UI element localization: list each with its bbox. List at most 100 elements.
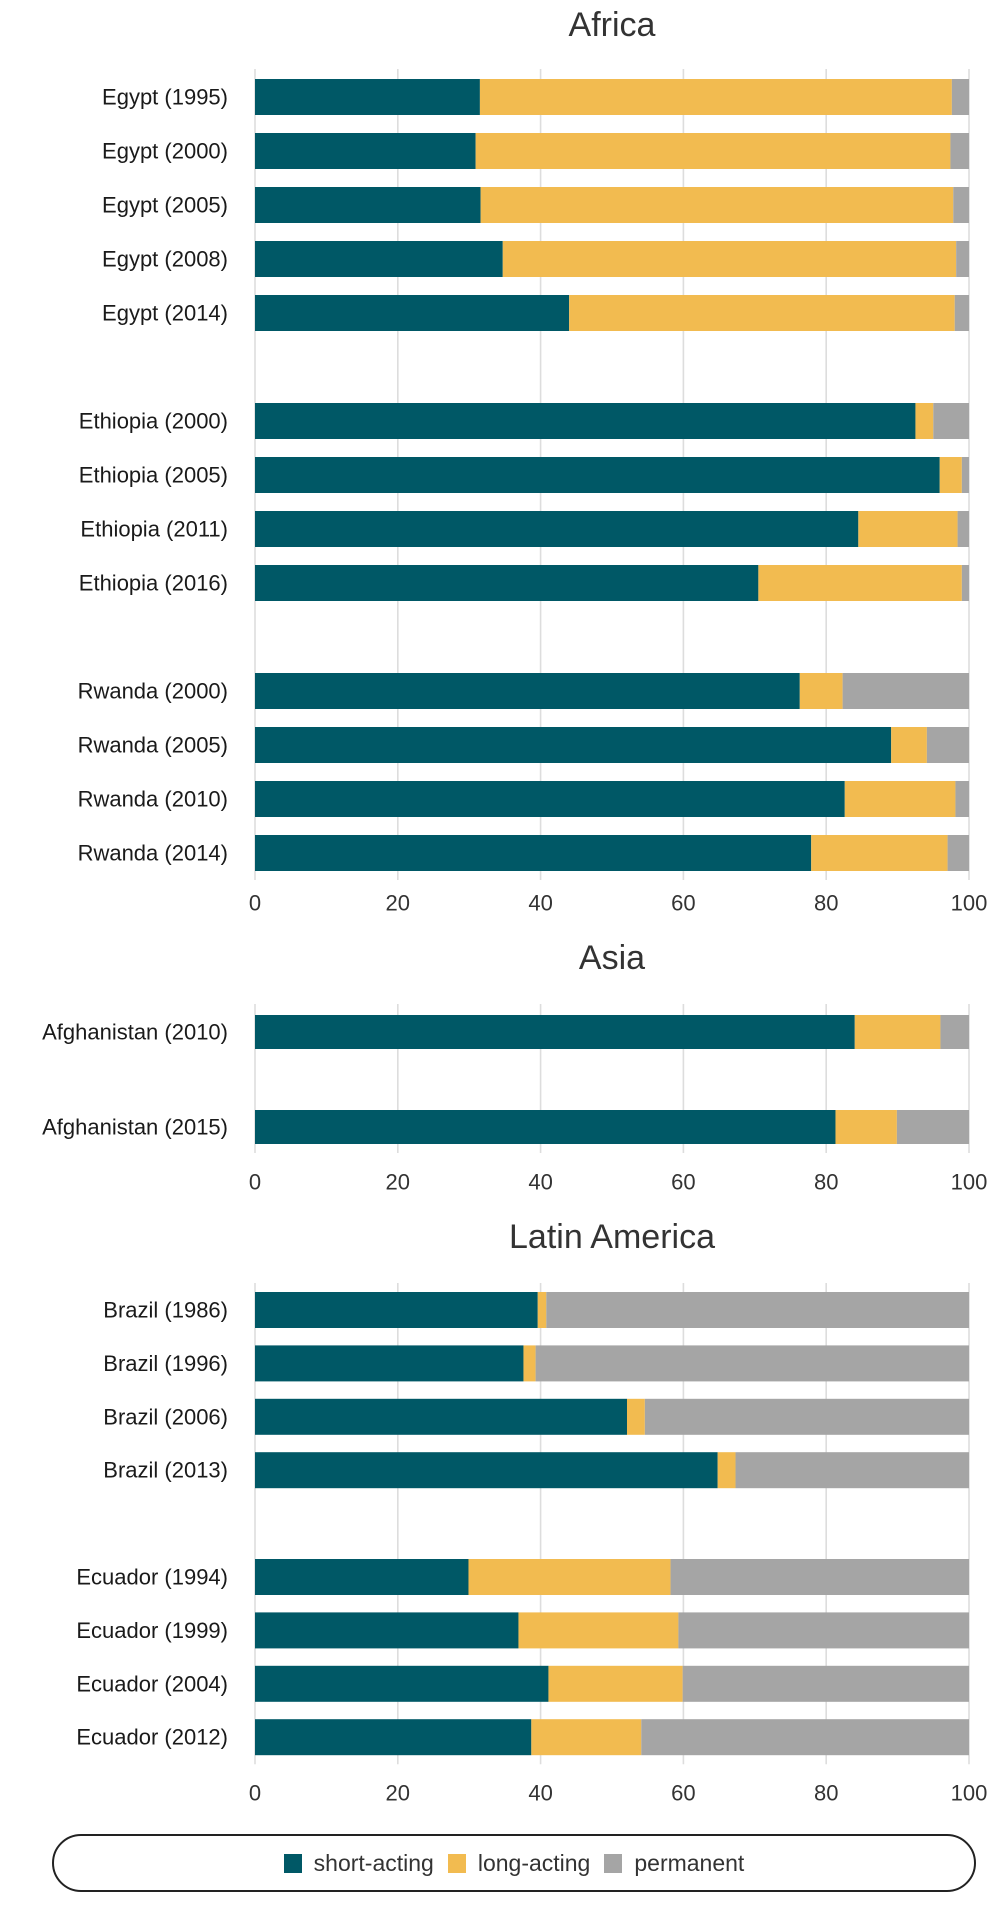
panel-title: Asia <box>579 939 645 977</box>
bar-segment-short-acting <box>255 1559 469 1595</box>
x-tick-label: 100 <box>951 891 988 916</box>
legend-swatch-permanent <box>604 1853 623 1873</box>
row-label: Egypt (2000) <box>102 139 228 164</box>
row-label: Brazil (2006) <box>103 1404 228 1429</box>
panel-title: Africa <box>569 6 656 44</box>
bar-segment-permanent <box>953 187 969 223</box>
row-label: Afghanistan (2010) <box>42 1020 228 1045</box>
bar-segment-long-acting <box>891 727 927 763</box>
x-tick-label: 100 <box>951 1170 988 1195</box>
bar-segment-short-acting <box>255 1292 538 1328</box>
bar-segment-short-acting <box>255 1398 627 1435</box>
legend-label-long-acting: long-acting <box>477 1849 591 1876</box>
bar-segment-long-acting <box>835 1110 897 1144</box>
bar-segment-short-acting <box>255 295 570 331</box>
legend-item-permanent: permanent <box>604 1850 744 1877</box>
legend-swatch-short-acting <box>283 1853 302 1873</box>
x-tick-label: 80 <box>814 891 838 916</box>
legend: short-acting long-acting permanent <box>52 1834 976 1892</box>
bar-segment-long-acting <box>858 511 958 547</box>
bar-segment-short-acting <box>255 835 812 871</box>
panel-latin-america: Latin America Brazil (1986) Brazil (1996) B… <box>76 1218 987 1806</box>
bar-segment-permanent <box>842 673 969 709</box>
row-label: Egypt (2014) <box>102 301 228 326</box>
legend-item-long-acting: long-acting <box>447 1849 591 1877</box>
bar-segment-long-acting <box>717 1452 736 1489</box>
bar-segment-permanent <box>926 727 969 763</box>
x-tick-label: 20 <box>386 1170 410 1195</box>
bar-segment-long-acting <box>758 565 962 601</box>
bar-segment-short-acting <box>255 133 476 169</box>
x-tick-label: 0 <box>249 891 261 916</box>
bar-segment-permanent <box>954 295 969 331</box>
x-tick-label: 80 <box>814 1170 838 1195</box>
bar-segment-permanent <box>951 79 969 115</box>
bar-segment-long-acting <box>811 835 948 871</box>
bar-segment-short-acting <box>255 79 480 115</box>
bar-segment-permanent <box>644 1398 969 1435</box>
bar-segment-permanent <box>896 1110 969 1144</box>
row-label: Rwanda (2005) <box>78 733 228 758</box>
legend-label-short-acting: short-acting <box>313 1849 434 1876</box>
row-label: Brazil (1986) <box>103 1298 228 1323</box>
bar-segment-long-acting <box>531 1719 642 1756</box>
x-tick-label: 20 <box>386 891 410 916</box>
x-tick-label: 60 <box>671 891 695 916</box>
row-label: Egypt (2005) <box>102 193 228 218</box>
legend-item-short-acting: short-acting <box>283 1849 434 1877</box>
x-tick-label: 0 <box>249 1170 261 1195</box>
bar-segment-long-acting <box>569 295 955 331</box>
bar-segment-short-acting <box>255 1719 532 1756</box>
bar-segment-short-acting <box>255 241 503 277</box>
x-tick-label: 80 <box>814 1781 838 1806</box>
row-label: Ecuador (2012) <box>76 1725 228 1750</box>
x-tick-label: 60 <box>671 1781 695 1806</box>
bar-segment-short-acting <box>255 187 481 223</box>
x-tick-label: 40 <box>528 1170 552 1195</box>
bar-segment-permanent <box>933 403 969 439</box>
bar-segment-permanent <box>641 1719 969 1756</box>
bar-segment-permanent <box>670 1559 969 1595</box>
row-label: Ecuador (1999) <box>76 1618 228 1643</box>
bar-segment-short-acting <box>255 1612 519 1649</box>
row-label: Rwanda (2010) <box>78 787 228 812</box>
bar-segment-short-acting <box>255 1452 718 1489</box>
row-label: Ethiopia (2000) <box>79 409 228 434</box>
row-label: Brazil (1996) <box>103 1351 228 1376</box>
x-tick-label: 100 <box>951 1781 988 1806</box>
bar-segment-long-acting <box>915 403 934 439</box>
bar-segment-long-acting <box>518 1612 679 1649</box>
bar-segment-long-acting <box>475 133 951 169</box>
row-label: Ethiopia (2005) <box>79 463 228 488</box>
x-tick-label: 0 <box>249 1781 261 1806</box>
bar-segment-permanent <box>735 1452 969 1489</box>
bar-segment-long-acting <box>854 1015 941 1049</box>
bar-segment-long-acting <box>468 1559 671 1595</box>
row-label: Ethiopia (2016) <box>79 571 228 596</box>
bar-segment-long-acting <box>537 1292 547 1328</box>
row-label: Brazil (2013) <box>103 1458 228 1483</box>
row-label: Egypt (1995) <box>102 85 228 110</box>
bar-segment-long-acting <box>480 187 954 223</box>
bar-segment-short-acting <box>255 781 845 817</box>
bar-segment-short-acting <box>255 1015 855 1049</box>
x-tick-label: 20 <box>386 1781 410 1806</box>
bar-segment-short-acting <box>255 403 916 439</box>
bar-segment-long-acting <box>799 673 843 709</box>
bar-segment-short-acting <box>255 1345 524 1382</box>
bar-segment-short-acting <box>255 673 800 709</box>
bar-segment-permanent <box>956 241 969 277</box>
bar-segment-permanent <box>957 511 969 547</box>
bar-segment-long-acting <box>626 1398 645 1435</box>
bar-segment-permanent <box>955 781 969 817</box>
bar-segment-short-acting <box>255 457 940 493</box>
row-label: Egypt (2008) <box>102 247 228 272</box>
row-label: Ecuador (1994) <box>76 1565 228 1590</box>
bar-segment-short-acting <box>255 1110 836 1144</box>
bar-segment-short-acting <box>255 565 759 601</box>
row-label: Rwanda (2000) <box>78 679 228 704</box>
bar-segment-short-acting <box>255 727 892 763</box>
bar-segment-permanent <box>940 1015 969 1049</box>
panel-africa: Africa Egypt (1995) Egypt (2000) Egypt (200… <box>78 6 988 916</box>
